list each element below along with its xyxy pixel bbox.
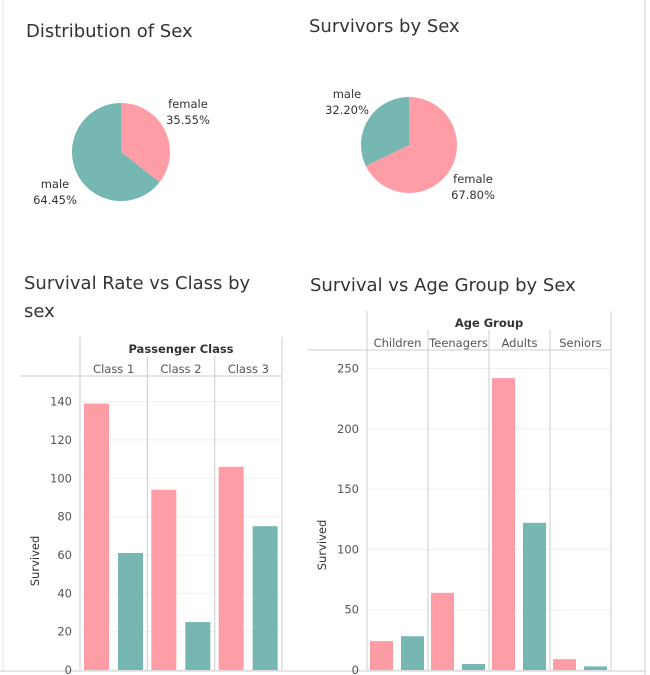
age-chart-column-header: Age Group	[455, 316, 523, 330]
age-chart-bar-male-seniors	[584, 666, 607, 670]
age-chart-ytick-label: 150	[337, 482, 359, 496]
class-chart-bar-male-class-2	[185, 622, 211, 670]
class-chart-ytick-label: 120	[50, 433, 72, 447]
age-chart-bar-male-teenagers	[462, 663, 485, 670]
class-chart-ylabel: Survived	[28, 536, 42, 587]
age-chart-bar-male-children	[401, 636, 424, 670]
class-chart-bar-female-class-2	[151, 489, 177, 670]
sex-dist-slice-female	[121, 103, 170, 183]
class-chart-category-label: Class 1	[93, 362, 134, 376]
sex-dist-label-male: male	[41, 177, 70, 191]
survivors-label-female: female	[453, 172, 493, 186]
age-chart-title: Survival vs Age Group by Sex	[310, 275, 576, 296]
sex-dist-slice-male	[71, 103, 160, 202]
class-chart-bar-female-class-1	[84, 403, 109, 670]
age-chart-bar-male-adults	[523, 522, 546, 670]
age-chart-ytick-label: 0	[352, 663, 359, 675]
class-chart-title-line2: sex	[24, 301, 55, 322]
class-chart-bar-male-class-1	[118, 553, 143, 670]
class-chart-ytick-label: 80	[57, 510, 72, 524]
sex-dist-label-female: female	[168, 97, 208, 111]
class-chart-ytick-label: 40	[57, 586, 72, 600]
age-chart-ytick-label: 50	[344, 603, 359, 617]
survivors-by-sex-title: Survivors by Sex	[309, 16, 460, 37]
age-chart-ytick-label: 200	[337, 422, 359, 436]
class-chart-ytick-label: 140	[50, 395, 72, 409]
sex-dist-pct-male: 64.45%	[33, 193, 77, 207]
survivors-label-male: male	[333, 87, 362, 101]
class-chart-category-label: Class 3	[228, 362, 269, 376]
class-chart-bar-female-class-3	[218, 466, 244, 670]
class-chart-ytick-label: 60	[57, 548, 72, 562]
age-chart-ytick-label: 250	[337, 361, 359, 375]
age-chart-category-label: Children	[374, 336, 422, 350]
age-chart-bar-female-teenagers	[431, 592, 454, 670]
survivors-slice-female	[365, 97, 458, 194]
class-chart-ytick-label: 0	[65, 663, 72, 675]
class-chart-category-label: Class 2	[160, 362, 201, 376]
sex-distribution-title: Distribution of Sex	[26, 21, 193, 42]
class-chart-title-line1: Survival Rate vs Class by	[24, 273, 251, 294]
age-chart-bar-female-seniors	[553, 659, 576, 670]
age-chart-bar-female-adults	[492, 378, 515, 670]
age-chart-category-label: Adults	[502, 336, 538, 350]
class-chart-column-header: Passenger Class	[128, 342, 233, 356]
survivors-pct-male: 32.20%	[325, 103, 369, 117]
survivors-slice-male	[361, 97, 409, 166]
survivors-pct-female: 67.80%	[451, 188, 495, 202]
age-chart-ytick-label: 100	[337, 542, 359, 556]
sex-dist-pct-female: 35.55%	[166, 113, 210, 127]
age-chart-category-label: Seniors	[559, 336, 602, 350]
class-chart-ytick-label: 100	[50, 471, 72, 485]
age-chart-category-label: Teenagers	[428, 336, 488, 350]
class-chart-bar-male-class-3	[252, 526, 278, 670]
age-chart-ylabel: Survived	[315, 520, 329, 571]
class-chart-ytick-label: 20	[57, 625, 72, 639]
age-chart-bar-female-children	[370, 641, 393, 670]
